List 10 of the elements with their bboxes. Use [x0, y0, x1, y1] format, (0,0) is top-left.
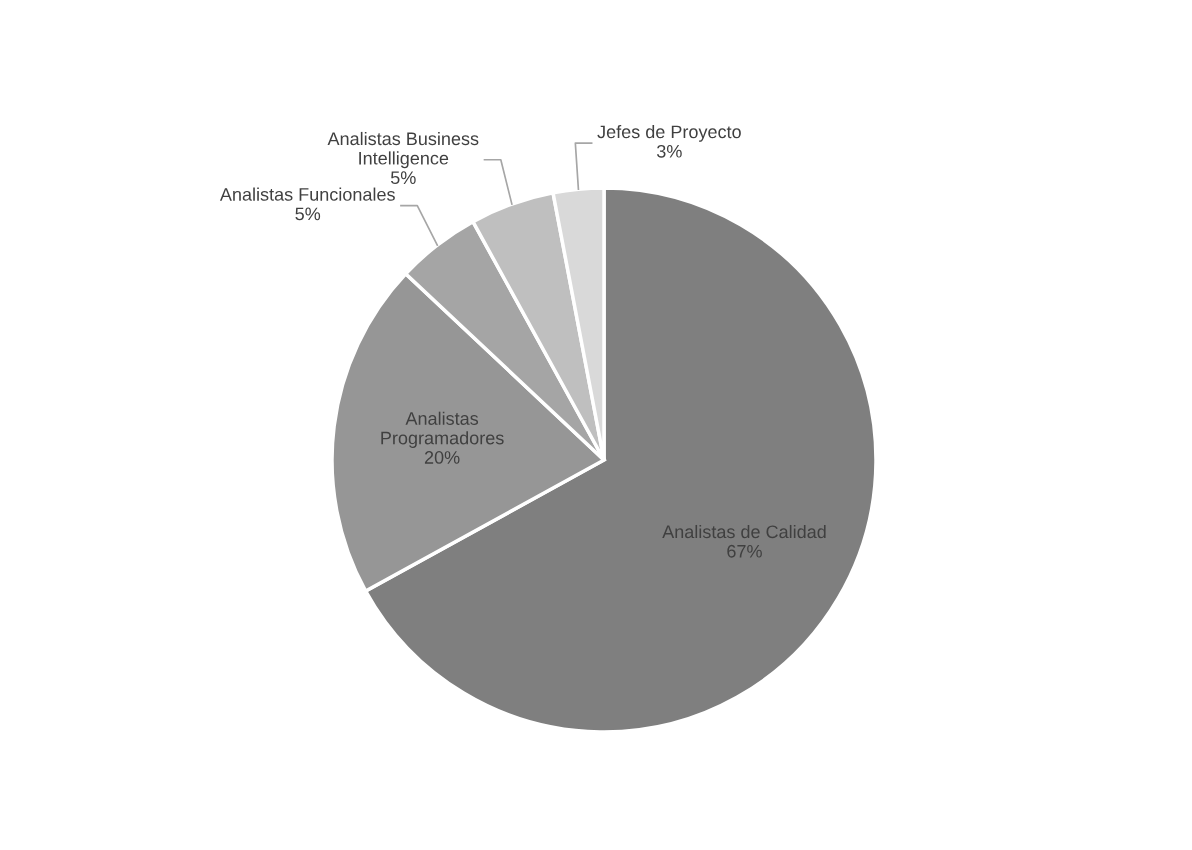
- slice-label: Analistas Business Intelligence: [327, 131, 479, 169]
- data-label: 3%: [656, 144, 682, 158]
- slice-label: Jefes de Proyecto: [597, 124, 741, 142]
- slice-label: Analistas Programadores: [381, 411, 504, 448]
- slice-label: Analistas Funcionales: [219, 187, 395, 201]
- slice-label: Analistas de Calidad: [662, 524, 826, 539]
- data-label: 67%: [727, 544, 762, 558]
- data-label: 20%: [424, 451, 460, 464]
- data-label: 5%: [390, 171, 416, 185]
- data-label: 5%: [295, 207, 321, 221]
